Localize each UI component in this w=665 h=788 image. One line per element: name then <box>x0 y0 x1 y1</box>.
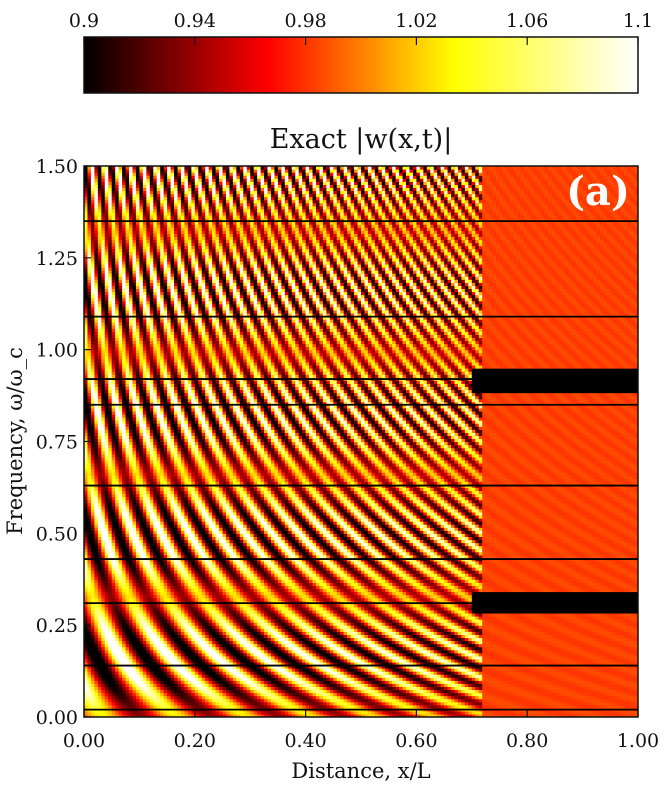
chart-title: Exact |w(x,t)| <box>270 124 453 155</box>
colorbar-gradient <box>84 37 638 93</box>
colorbar: 0.9 0.94 0.98 1.02 1.06 1.1 <box>69 10 653 93</box>
heatmap <box>84 166 639 718</box>
colorbar-tick-label: 0.94 <box>174 10 216 32</box>
colorbar-tick-label: 1.1 <box>623 10 653 32</box>
plot-area: (a) <box>84 166 639 718</box>
colorbar-tick-label: 0.9 <box>69 10 99 32</box>
colorbar-tick-label: 1.06 <box>506 10 548 32</box>
colorbar-tick-label: 0.98 <box>284 10 326 32</box>
colorbar-tick-label: 1.02 <box>395 10 437 32</box>
